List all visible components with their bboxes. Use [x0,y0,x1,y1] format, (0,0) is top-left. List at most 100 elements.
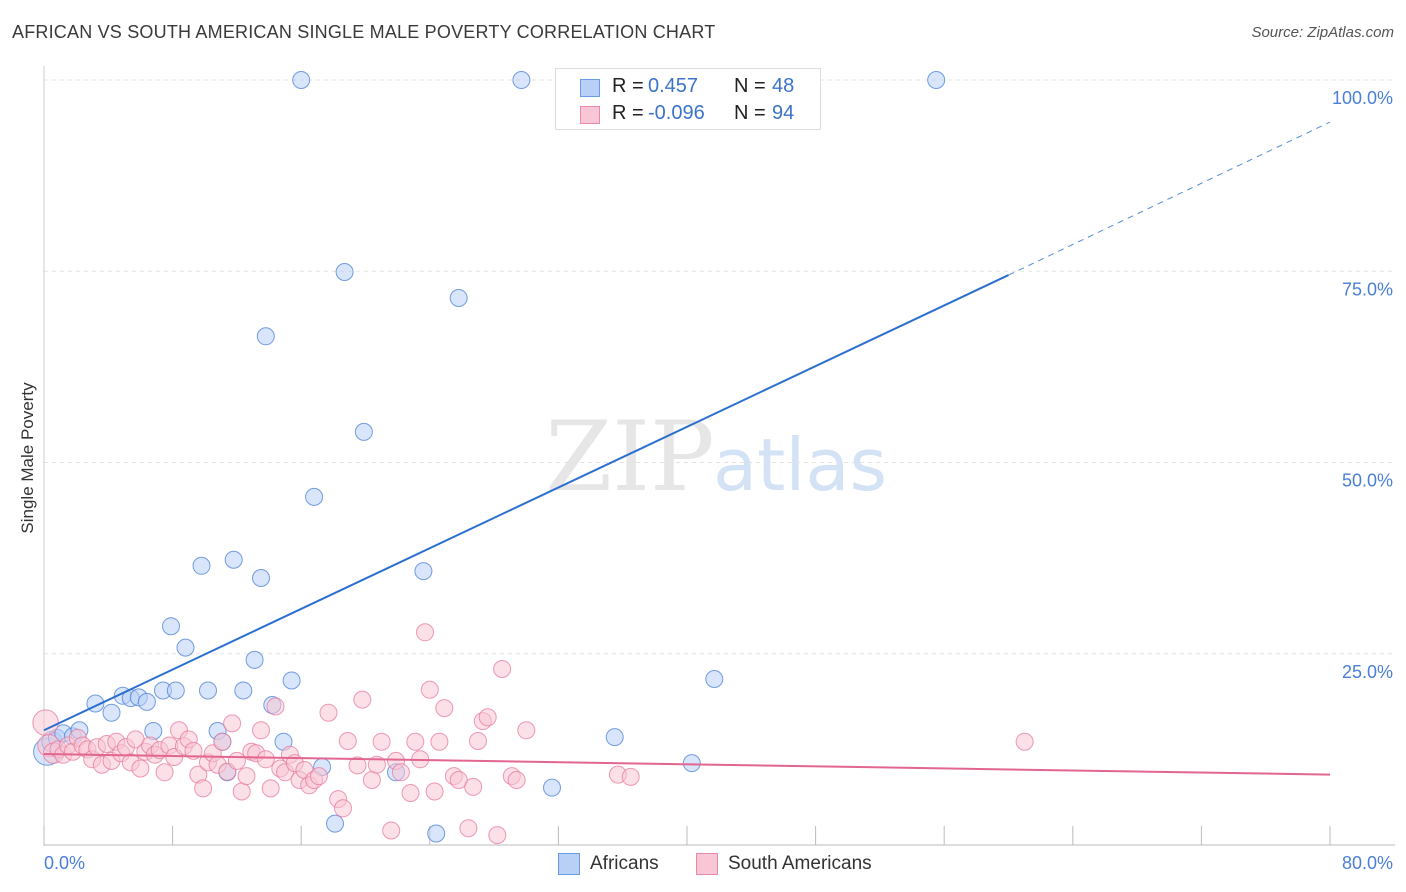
chart-source: Source: ZipAtlas.com [1251,24,1394,41]
africans-point [605,728,624,747]
series-points [32,71,1034,845]
africans-point [449,289,468,307]
africans-point [282,671,301,690]
y-tick-label: 75.0% [1342,279,1393,299]
africans-n-value: 48 [772,75,795,97]
south-americans-point [420,680,439,699]
watermark: ZIP atlas [545,401,887,513]
trend-lines [43,121,1331,776]
chart-title: AFRICAN VS SOUTH AMERICAN SINGLE MALE PO… [12,22,716,42]
south-americans-point [155,763,174,782]
south-americans-point [449,771,468,789]
africans-point [234,681,253,700]
south-americans-point [237,767,256,786]
south-americans-n-value: 94 [772,102,795,124]
south-americans-point [517,721,536,740]
south-americans-point [334,799,352,818]
africans-r-label: R = [612,75,644,97]
correlation-stats-box: R = 0.457 N = 48 R = -0.096 N = 94 [555,68,821,130]
y-tick-label: 100.0% [1332,88,1393,108]
y-tick-label: 25.0% [1342,662,1393,682]
south-americans-point [227,751,246,770]
south-americans-point [232,782,251,801]
africans-point [682,754,701,773]
south-americans-point [194,779,213,798]
south-americans-point [348,756,367,775]
legend-south-americans-swatch [696,853,718,875]
y-tick-label: 50.0% [1342,471,1393,491]
south-americans-point [488,826,507,845]
x-tick-label: 80.0% [1342,853,1393,873]
south-americans-point [406,732,425,751]
south-americans-point [430,732,449,751]
africans-point [354,422,373,441]
africans-point [162,617,180,636]
africans-point [224,550,243,569]
south-americans-point [507,771,526,789]
legend-south-americans-label: South Americans [728,853,872,874]
africans-point [543,778,561,797]
south-americans-point [319,703,338,722]
south-americans-point [261,779,280,798]
south-americans-point [478,708,497,727]
africans-swatch [580,79,600,97]
africans-point [512,71,531,89]
south-americans-point [459,819,478,838]
africans-point [192,556,211,575]
africans-point [305,487,324,506]
africans-trend-line [43,274,1009,732]
south-americans-point [266,697,285,716]
africans-point [166,681,185,700]
south-americans-swatch [580,106,600,124]
africans-point [326,814,344,833]
south-americans-point [367,755,386,774]
south-americans-point [372,732,391,751]
south-americans-r-label: R = [612,102,644,124]
tick-labels: 25.0% 50.0% 75.0% 100.0% 0.0% 80.0% [44,88,1393,873]
grid-lines [44,79,1395,655]
south-americans-point [353,690,372,709]
south-americans-point [184,741,203,760]
south-americans-n-label: N = [734,102,766,124]
africans-point [414,562,433,581]
south-americans-point [425,782,444,801]
watermark-zip: ZIP [545,401,714,513]
south-americans-point [131,759,150,778]
africans-point [102,703,121,722]
south-americans-point [309,767,328,786]
south-americans-point [435,699,454,718]
south-americans-r-value: -0.096 [648,102,705,124]
africans-point [292,71,311,89]
south-americans-point [32,709,59,736]
africans-point [927,71,946,89]
south-americans-point [391,763,410,782]
south-americans-point [621,767,640,786]
africans-point [335,263,354,281]
africans-point [705,670,724,688]
africans-point [427,824,446,843]
south-americans-point [401,784,420,802]
south-americans-point [1015,732,1034,751]
watermark-atlas: atlas [713,423,887,507]
south-americans-point [464,777,483,796]
legend-africans-label: Africans [590,853,659,874]
south-americans-point [252,721,270,740]
south-americans-point [382,821,401,840]
south-americans-point [256,750,275,769]
south-americans-point [338,732,357,750]
africans-point [252,569,270,587]
legend-africans-swatch [558,853,580,875]
south-americans-trend-line [43,752,1331,776]
south-americans-point [213,732,232,751]
africans-point [199,681,217,700]
south-americans-point [362,771,381,789]
south-americans-point [223,714,242,733]
series-south-americans [32,623,1034,845]
south-americans-point [416,623,434,642]
south-americans-point [493,660,512,678]
africans-point [176,638,195,657]
africans-trend-extension [1008,121,1331,276]
africans-point [256,327,275,346]
x-tick-label: 0.0% [44,853,85,873]
